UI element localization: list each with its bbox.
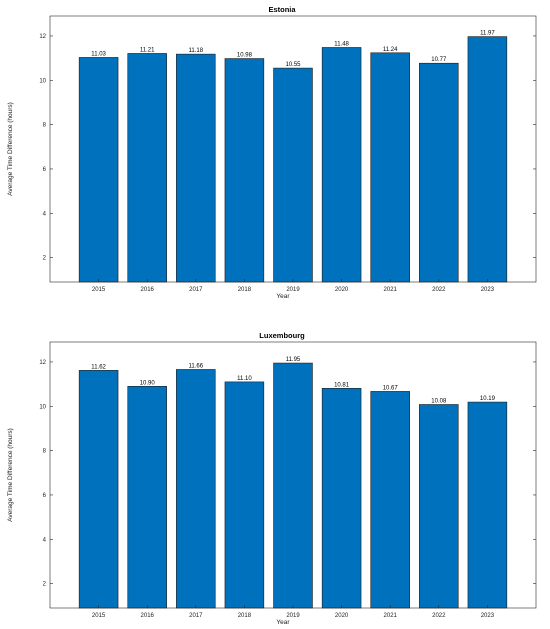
y-tick-label-10: 10 [39,404,46,410]
bar-2019 [273,67,313,283]
bar-2022 [419,62,459,283]
x-tick-labels: 2015 2016 2017 2018 2019 2020 2021 2022 2023 [92,605,495,619]
chart-title: Estonia [268,5,296,14]
data-label-2023: 10.19 [480,396,496,402]
bars [78,36,508,283]
bar-2020 [321,388,362,609]
data-label-2018: 10.98 [237,53,253,59]
x-tick-label-2020: 2020 [335,613,349,619]
x-tick-label-2020: 2020 [335,287,349,293]
data-labels: 11.62 10.90 11.66 11.10 11.95 10.81 10.67 10.08… [91,357,495,404]
y-tick-label-6: 6 [43,493,47,499]
data-label-2019: 10.55 [285,62,301,68]
bars [78,362,508,609]
data-labels: 11.03 11.21 11.18 10.98 10.55 11.48 11.24 10.77… [91,31,495,68]
y-tick-label-12: 12 [39,360,46,366]
y-tick-label-10: 10 [39,78,46,84]
y-axis-label: Average Time Difference (hours) [7,102,14,196]
bar-2021 [370,391,410,609]
x-tick-labels: 2015 2016 2017 2018 2019 2020 2021 2022 2023 [92,279,495,293]
bar-2023 [467,36,508,283]
data-label-2016: 11.21 [140,47,155,53]
data-label-2017: 11.66 [189,363,204,369]
x-tick-label-2016: 2016 [141,287,155,293]
data-label-2015: 11.62 [91,364,106,370]
y-tick-label-6: 6 [43,167,47,173]
bar-2015 [78,370,119,609]
x-tick-label-2022: 2022 [432,287,446,293]
bar-2019 [273,362,313,609]
data-label-2021: 10.67 [383,385,399,391]
y-tick-label-8: 8 [43,449,47,455]
y-tick-label-4: 4 [43,537,47,543]
x-tick-label-2021: 2021 [384,613,398,619]
bar-2015 [78,57,119,283]
bar-2016 [127,386,167,609]
x-axis-label: Year [276,293,290,300]
bar-2022 [419,404,459,609]
data-label-2019: 11.95 [286,357,301,363]
data-label-2021: 11.24 [383,47,398,53]
bar-2017 [176,53,216,283]
bar-2020 [321,47,362,283]
data-label-2022: 10.77 [431,57,447,63]
bar-2017 [176,369,216,609]
x-tick-label-2019: 2019 [286,287,300,293]
data-label-2023: 11.97 [480,31,495,37]
y-tick-label-8: 8 [43,123,47,129]
x-tick-label-2023: 2023 [481,287,495,293]
x-tick-label-2022: 2022 [432,613,446,619]
bar-2021 [370,52,410,283]
x-tick-label-2015: 2015 [92,613,106,619]
y-tick-labels: 2 4 6 8 10 12 [39,360,536,588]
x-tick-label-2015: 2015 [92,287,106,293]
x-tick-label-2021: 2021 [384,287,398,293]
x-axis-label: Year [276,619,290,626]
chart-luxembourg: Luxembourg 11.62 10.90 11.66 11.10 11.95 10.8… [7,331,537,626]
x-tick-label-2017: 2017 [189,613,203,619]
x-tick-label-2018: 2018 [238,613,252,619]
y-tick-label-12: 12 [39,34,46,40]
bar-2018 [224,58,265,283]
data-label-2020: 11.48 [334,41,349,47]
y-tick-label-2: 2 [43,582,47,588]
data-label-2022: 10.08 [431,399,447,405]
x-tick-label-2023: 2023 [481,613,495,619]
data-label-2015: 11.03 [91,51,106,57]
x-tick-label-2016: 2016 [141,613,155,619]
data-label-2020: 10.81 [334,382,350,388]
data-label-2017: 11.18 [189,48,204,54]
data-label-2016: 10.90 [140,380,156,386]
data-label-2018: 11.10 [237,376,252,382]
y-tick-label-2: 2 [43,256,47,262]
x-tick-label-2019: 2019 [286,613,300,619]
bar-2023 [467,401,508,609]
y-tick-labels: 2 4 6 8 10 12 [39,34,536,262]
chart-title: Luxembourg [259,331,305,340]
x-tick-label-2018: 2018 [238,287,252,293]
y-axis-label: Average Time Difference (hours) [7,428,14,522]
bar-2018 [224,381,265,609]
bar-2016 [127,53,167,283]
x-tick-label-2017: 2017 [189,287,203,293]
y-tick-label-4: 4 [43,211,47,217]
